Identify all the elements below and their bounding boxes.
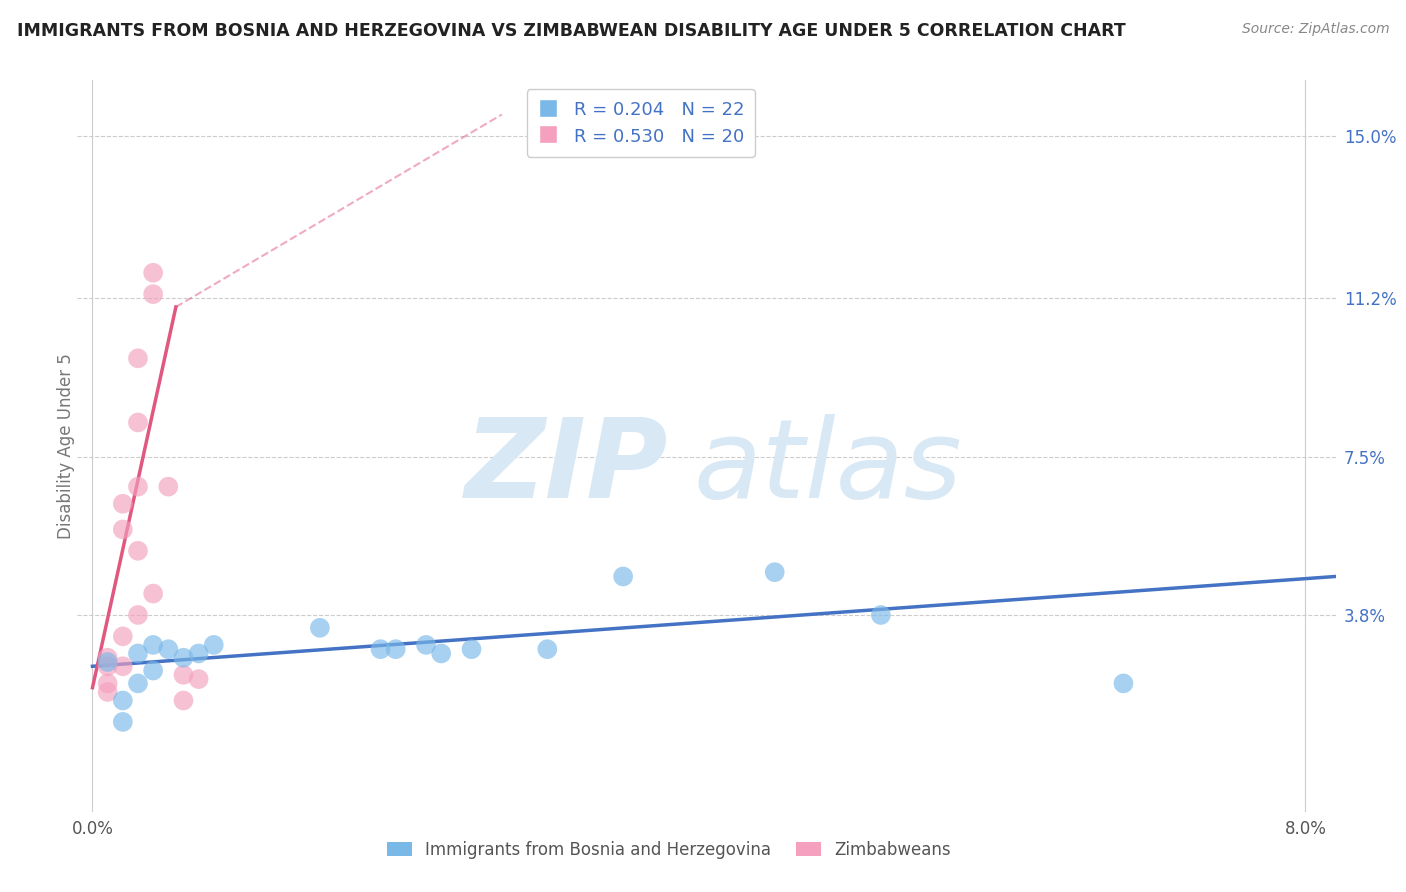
Point	[157, 642, 180, 657]
Point	[157, 480, 180, 494]
Point	[97, 676, 120, 690]
Text: ZIP: ZIP	[465, 415, 669, 522]
Point	[1112, 676, 1135, 690]
Point	[460, 642, 482, 657]
Point	[763, 565, 786, 579]
Point	[142, 664, 165, 678]
Point	[127, 416, 149, 430]
Text: IMMIGRANTS FROM BOSNIA AND HERZEGOVINA VS ZIMBABWEAN DISABILITY AGE UNDER 5 CORR: IMMIGRANTS FROM BOSNIA AND HERZEGOVINA V…	[17, 22, 1126, 40]
Text: Source: ZipAtlas.com: Source: ZipAtlas.com	[1241, 22, 1389, 37]
Point	[111, 523, 134, 537]
Point	[612, 569, 634, 583]
Point	[111, 629, 134, 643]
Legend: Immigrants from Bosnia and Herzegovina, Zimbabweans: Immigrants from Bosnia and Herzegovina, …	[380, 834, 957, 865]
Point	[536, 642, 558, 657]
Point	[172, 693, 194, 707]
Point	[187, 647, 209, 661]
Point	[172, 650, 194, 665]
Point	[127, 607, 149, 622]
Point	[97, 655, 120, 669]
Point	[127, 676, 149, 690]
Point	[127, 351, 149, 366]
Point	[127, 480, 149, 494]
Point	[870, 607, 893, 622]
Point	[384, 642, 406, 657]
Text: atlas: atlas	[695, 415, 963, 522]
Point	[97, 685, 120, 699]
Point	[415, 638, 437, 652]
Point	[127, 543, 149, 558]
Point	[111, 659, 134, 673]
Point	[142, 287, 165, 301]
Point	[111, 497, 134, 511]
Point	[142, 586, 165, 600]
Point	[142, 266, 165, 280]
Point	[187, 672, 209, 686]
Point	[202, 638, 225, 652]
Y-axis label: Disability Age Under 5: Disability Age Under 5	[58, 353, 75, 539]
Point	[370, 642, 392, 657]
Point	[309, 621, 332, 635]
Point	[142, 638, 165, 652]
Point	[430, 647, 453, 661]
Point	[127, 647, 149, 661]
Point	[172, 668, 194, 682]
Point	[97, 659, 120, 673]
Point	[97, 650, 120, 665]
Point	[111, 714, 134, 729]
Point	[111, 693, 134, 707]
